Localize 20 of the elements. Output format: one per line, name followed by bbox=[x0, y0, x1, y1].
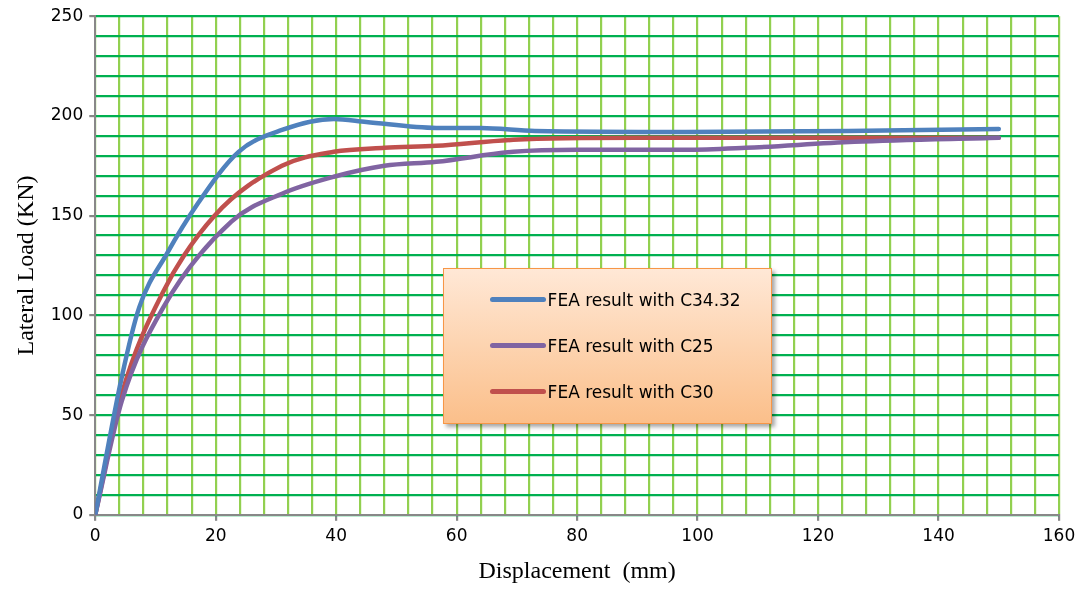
x-tick-label: 80 bbox=[566, 525, 588, 546]
x-tick-label: 120 bbox=[801, 525, 835, 546]
x-tick-label: 140 bbox=[922, 525, 955, 546]
x-tick-label: 60 bbox=[445, 525, 468, 546]
y-axis-title: Lateral Load (KN) bbox=[11, 175, 38, 356]
y-tick-label: 50 bbox=[61, 403, 84, 424]
legend-label: FEA result with C30 bbox=[547, 381, 714, 402]
x-tick-label: 20 bbox=[204, 525, 227, 546]
y-tick-label: 100 bbox=[50, 303, 84, 324]
legend-label: FEA result with C34.32 bbox=[547, 289, 741, 310]
y-tick-label: 200 bbox=[50, 104, 84, 125]
x-tick-label: 0 bbox=[89, 525, 101, 546]
y-tick-label: 250 bbox=[50, 4, 84, 25]
x-tick-label: 160 bbox=[1042, 525, 1076, 546]
y-tick-label: 0 bbox=[72, 503, 84, 524]
y-tick-label: 150 bbox=[50, 204, 84, 225]
x-tick-label: 40 bbox=[325, 525, 348, 546]
x-tick-label: 100 bbox=[681, 525, 714, 546]
legend-label: FEA result with C25 bbox=[547, 335, 714, 356]
x-axis-title: Displacement (mm) bbox=[478, 556, 676, 583]
